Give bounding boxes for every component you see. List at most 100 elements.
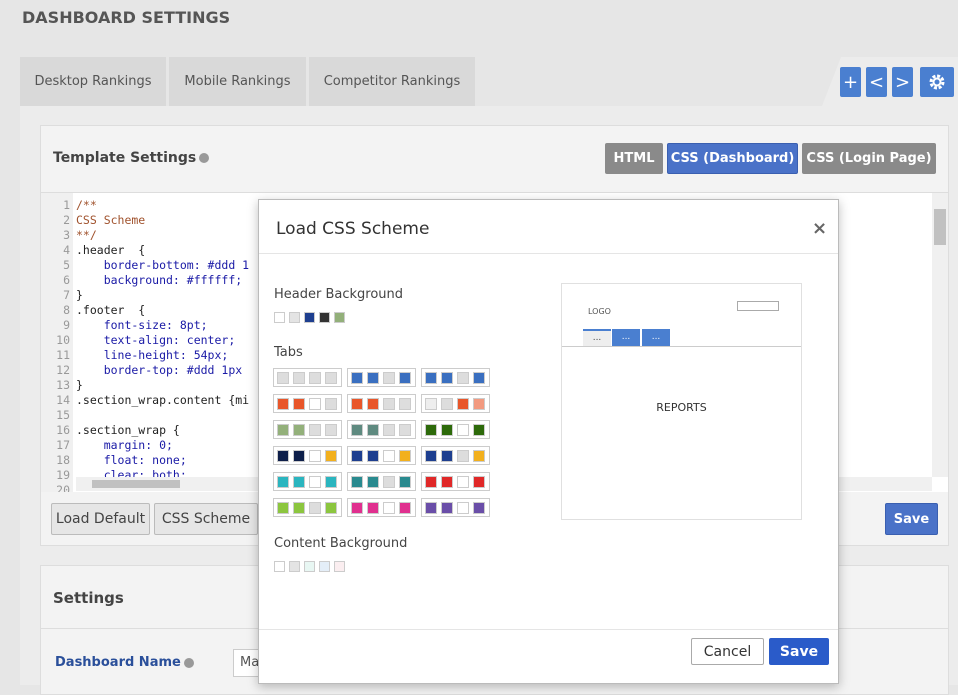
swatch: [351, 372, 363, 384]
preview-tab: ...: [642, 329, 670, 346]
divider: [259, 253, 838, 254]
swatch: [293, 502, 305, 514]
swatch[interactable]: [304, 312, 315, 323]
tab-scheme[interactable]: [273, 498, 342, 517]
swatch: [367, 502, 379, 514]
code-line: border-bottom: #ddd 1: [76, 258, 250, 272]
swatch: [351, 450, 363, 462]
line-number: 14: [56, 393, 70, 407]
swatch: [309, 502, 321, 514]
button[interactable]: Load Default: [51, 503, 150, 535]
close-button[interactable]: ×: [812, 218, 828, 239]
save-button[interactable]: Save: [885, 503, 938, 535]
swatch: [399, 476, 411, 488]
mode-button[interactable]: HTML: [605, 143, 663, 174]
tab[interactable]: Mobile Rankings: [169, 57, 306, 106]
modal: Load CSS Scheme × Header Background Tabs…: [258, 199, 839, 684]
tab-scheme[interactable]: [421, 472, 490, 491]
tab-scheme[interactable]: [347, 394, 416, 413]
toolbar-button[interactable]: +: [840, 67, 861, 97]
swatch[interactable]: [334, 312, 345, 323]
tab-scheme[interactable]: [273, 394, 342, 413]
code-line: .footer {: [76, 303, 146, 317]
line-number: 7: [63, 288, 70, 302]
line-number: 11: [56, 348, 70, 362]
code-line: float: none;: [76, 453, 187, 467]
preview: LOGO ... ... ... REPORTS: [561, 283, 802, 520]
swatch: [473, 476, 485, 488]
preview-logo: LOGO: [588, 307, 611, 316]
code-line: /**: [76, 198, 97, 212]
tab-scheme[interactable]: [421, 420, 490, 439]
cancel-button[interactable]: Cancel: [691, 638, 764, 665]
swatch: [309, 476, 321, 488]
swatch: [383, 476, 395, 488]
line-number: 8: [63, 303, 70, 317]
swatch-row: [274, 312, 349, 323]
swatch[interactable]: [319, 561, 330, 572]
tab-scheme[interactable]: [347, 420, 416, 439]
tab-scheme[interactable]: [347, 472, 416, 491]
swatch: [325, 398, 337, 410]
swatch: [457, 502, 469, 514]
swatch: [457, 398, 469, 410]
swatch[interactable]: [274, 561, 285, 572]
line-number: 4: [63, 243, 70, 257]
tab-scheme[interactable]: [273, 446, 342, 465]
tab-scheme[interactable]: [347, 446, 416, 465]
swatch: [351, 424, 363, 436]
section-label: Tabs: [274, 345, 303, 360]
code-line: font-size: 8pt;: [76, 318, 208, 332]
swatch: [309, 398, 321, 410]
swatch[interactable]: [289, 312, 300, 323]
swatch: [425, 502, 437, 514]
v-scrollbar[interactable]: [932, 193, 948, 477]
code-line: margin: 0;: [76, 438, 173, 452]
swatch: [277, 502, 289, 514]
code-line: background: #ffffff;: [76, 273, 243, 287]
swatch: [367, 372, 379, 384]
mode-button[interactable]: CSS (Dashboard): [667, 143, 798, 174]
tab-scheme[interactable]: [421, 498, 490, 517]
tab-scheme[interactable]: [347, 498, 416, 517]
tab-scheme[interactable]: [273, 368, 342, 387]
tab-scheme[interactable]: [421, 368, 490, 387]
swatch[interactable]: [289, 561, 300, 572]
code-line: .section_wrap {: [76, 423, 180, 437]
button[interactable]: CSS Scheme: [154, 503, 258, 535]
preview-line: [562, 346, 801, 347]
swatch[interactable]: [334, 561, 345, 572]
code-line: }: [76, 288, 83, 302]
help-icon[interactable]: [199, 153, 210, 163]
swatch[interactable]: [319, 312, 330, 323]
template-title: Template Settings: [53, 150, 210, 166]
tab-scheme[interactable]: [273, 472, 342, 491]
swatch: [277, 398, 289, 410]
line-number: 5: [63, 258, 70, 272]
swatch: [367, 450, 379, 462]
swatch: [383, 398, 395, 410]
line-number: 17: [56, 438, 70, 452]
tab-scheme[interactable]: [347, 368, 416, 387]
line-number: 9: [63, 318, 70, 332]
help-icon[interactable]: [183, 657, 194, 668]
code-line: **/: [76, 228, 97, 242]
swatch[interactable]: [274, 312, 285, 323]
swatch[interactable]: [304, 561, 315, 572]
toolbar-button[interactable]: <: [866, 67, 887, 97]
section-label: Header Background: [274, 287, 404, 302]
save-button[interactable]: Save: [769, 638, 829, 665]
tab-scheme[interactable]: [421, 446, 490, 465]
swatch: [325, 502, 337, 514]
tab[interactable]: Desktop Rankings: [20, 57, 166, 106]
mode-button[interactable]: CSS (Login Page): [802, 143, 936, 174]
toolbar-button[interactable]: >: [892, 67, 913, 97]
line-number: 6: [63, 273, 70, 287]
settings-button[interactable]: [920, 67, 954, 97]
tab-scheme[interactable]: [273, 420, 342, 439]
swatch: [277, 476, 289, 488]
swatch: [309, 424, 321, 436]
tab-scheme[interactable]: [421, 394, 490, 413]
tab[interactable]: Competitor Rankings: [309, 57, 475, 106]
